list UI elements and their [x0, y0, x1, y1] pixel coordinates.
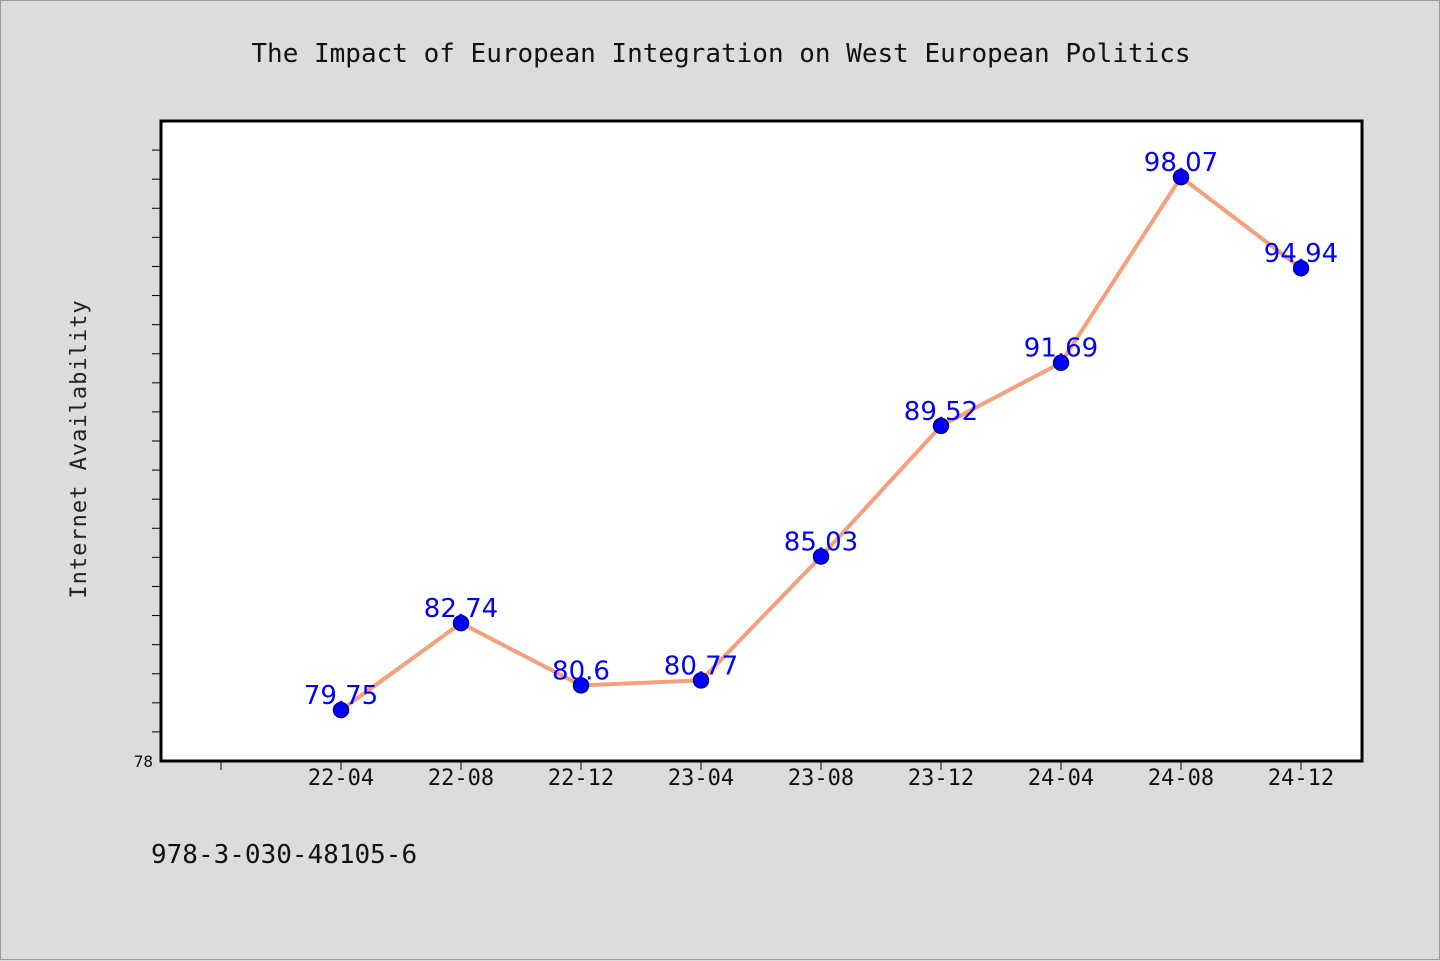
data-label: 94.94 [1264, 239, 1338, 269]
chart-title: The Impact of European Integration on We… [251, 39, 1190, 69]
data-label: 79.75 [304, 681, 378, 711]
x-tick-label: 24-08 [1148, 766, 1214, 791]
data-point [1292, 259, 1310, 277]
data-point [1052, 354, 1070, 371]
x-tick-label: 24-12 [1268, 766, 1334, 791]
data-point [572, 677, 590, 694]
x-tick-label: 24-04 [1028, 766, 1094, 791]
x-tick-label: 22-04 [308, 766, 374, 791]
x-tick-label: 22-12 [548, 766, 614, 791]
y-axis-label: Internet Availability [67, 299, 92, 598]
y-tick-label: 78 [134, 752, 153, 771]
series-layer [332, 168, 1310, 719]
data-label: 85.03 [784, 527, 858, 557]
data-label: 80.77 [664, 651, 738, 681]
plot-area [159, 119, 1364, 763]
data-labels: 79.75 82.74 80.6 80.77 85.03 89.52 91.69 98.07 9… [304, 148, 1338, 711]
data-label: 98.07 [1144, 148, 1218, 178]
data-label: 91.69 [1024, 334, 1098, 364]
data-point [812, 548, 830, 565]
data-label: 80.6 [552, 656, 610, 686]
data-point [452, 614, 470, 632]
x-axis: 22-04 22-08 22-12 23-04 23-08 23-12 24-04 24-08… [220, 761, 1334, 791]
data-label: 82.74 [424, 594, 498, 624]
data-point [332, 701, 350, 719]
x-tick-label: 22-08 [428, 766, 494, 791]
x-tick-label: 23-12 [908, 766, 974, 791]
data-point [1172, 168, 1190, 186]
footer-isbn: 978-3-030-48105-6 [151, 840, 417, 870]
y-axis: 78 [134, 149, 161, 771]
data-label: 89.52 [904, 397, 978, 427]
data-point [692, 672, 710, 689]
x-tick-label: 23-04 [668, 766, 734, 791]
x-tick-label: 23-08 [788, 766, 854, 791]
data-point [932, 417, 950, 435]
